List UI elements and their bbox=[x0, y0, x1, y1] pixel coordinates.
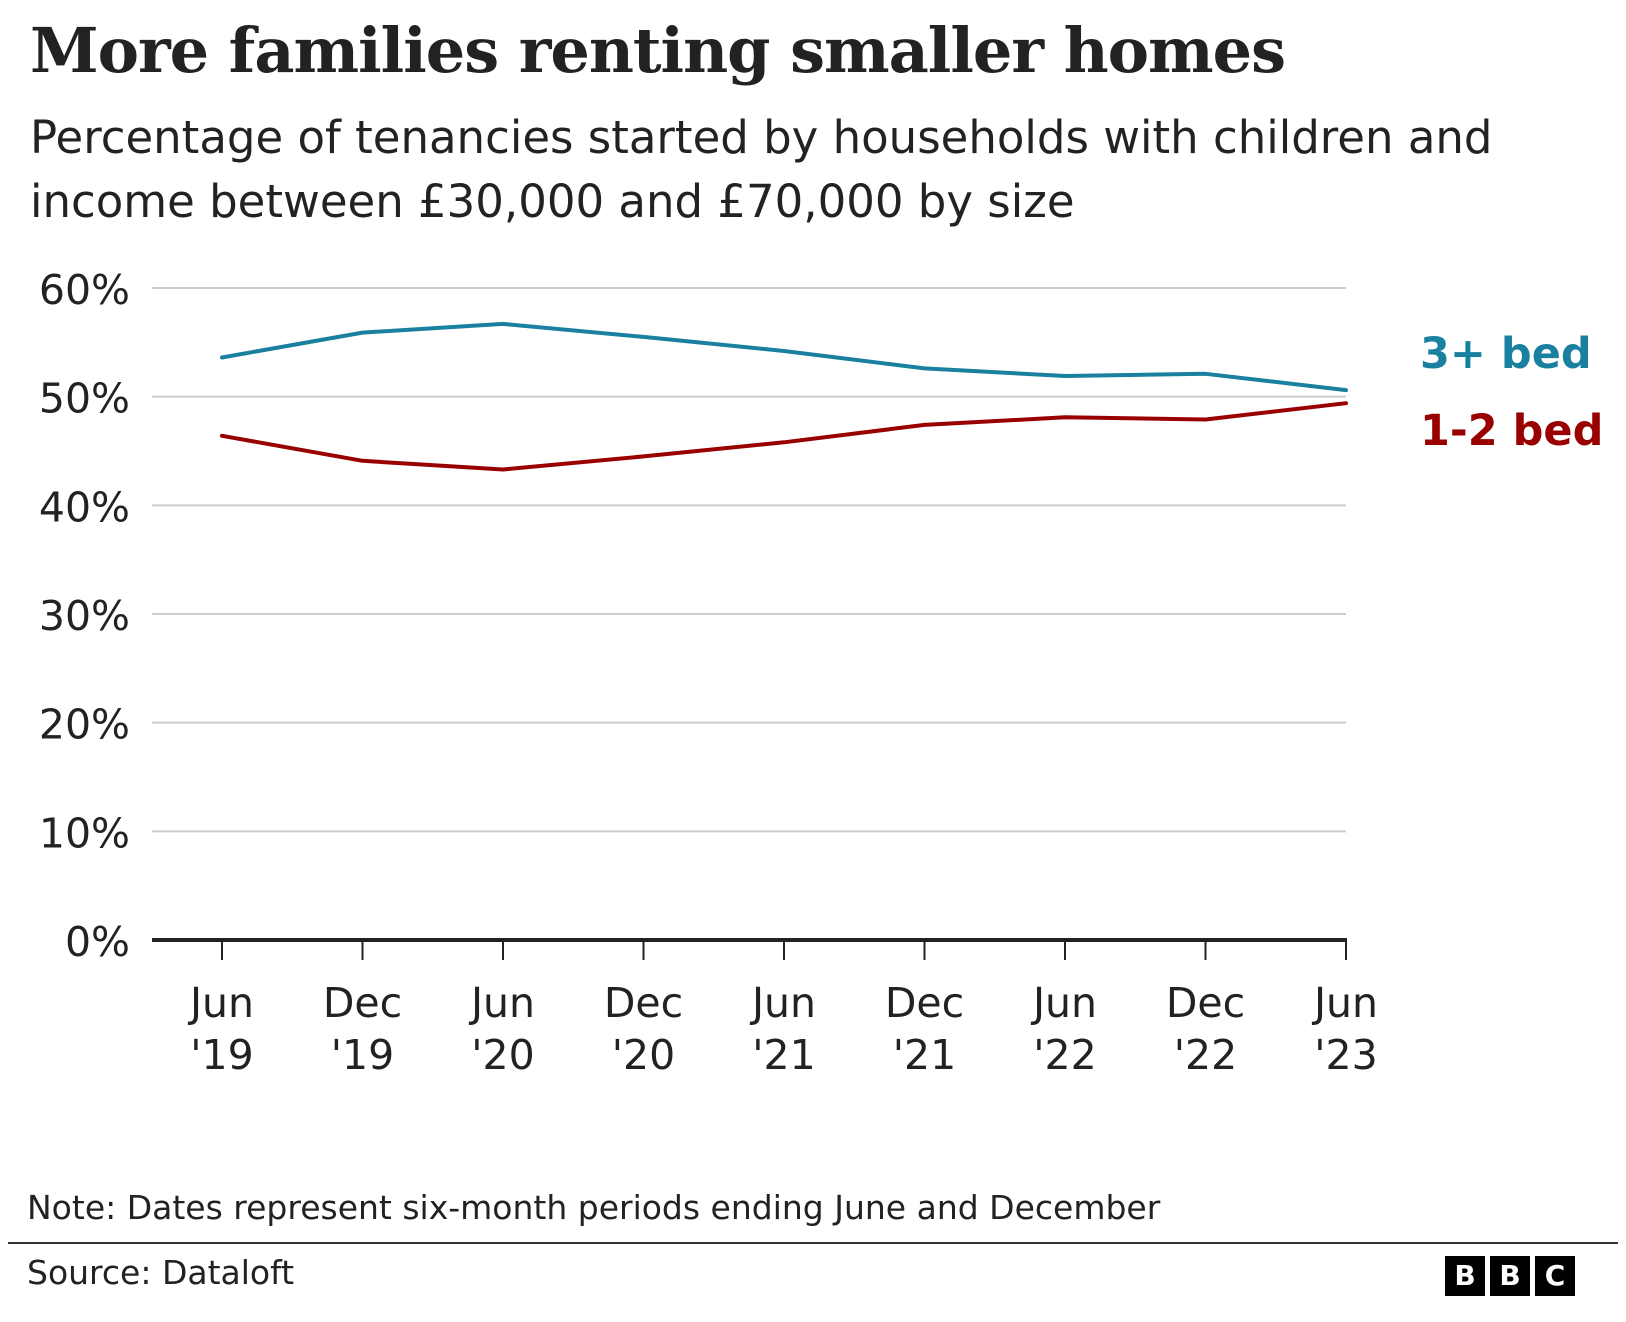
series-line bbox=[220, 401, 1348, 472]
y-tick-label: 30% bbox=[39, 592, 130, 640]
x-tick-label: Dec '19 bbox=[323, 979, 402, 1079]
chart-subtitle: Percentage of tenancies started by house… bbox=[30, 111, 1493, 228]
x-tick-label: Dec '21 bbox=[885, 979, 964, 1079]
chart-source: Source: Dataloft bbox=[27, 1253, 295, 1292]
x-tick-label: Dec '20 bbox=[604, 979, 683, 1079]
y-tick-label: 60% bbox=[39, 266, 130, 314]
y-tick-label: 10% bbox=[39, 809, 130, 857]
chart-title: More families renting smaller homes bbox=[30, 14, 1286, 87]
bbc-logo: B B C bbox=[1445, 1256, 1575, 1296]
y-tick-label: 20% bbox=[39, 701, 130, 749]
series-labels: 3+ bed 1-2 bed bbox=[1420, 329, 1603, 456]
bbc-logo-letter: B bbox=[1490, 1256, 1530, 1296]
y-axis-ticks: 0% 10% 20% 30% 40% 50% 60% bbox=[39, 266, 130, 966]
series-label: 3+ bed bbox=[1420, 329, 1592, 379]
bbc-logo-letter: B bbox=[1445, 1256, 1485, 1296]
y-tick-label: 50% bbox=[39, 375, 130, 423]
footer-divider bbox=[8, 1242, 1618, 1244]
x-tick-label: Jun '19 bbox=[187, 979, 254, 1079]
x-tick-label: Jun '21 bbox=[749, 979, 816, 1079]
chart-note: Note: Dates represent six-month periods … bbox=[27, 1188, 1161, 1227]
x-axis: Jun '19 Dec '19 Jun '20 Dec '20 Jun '21 Dec '21 Jun '… bbox=[152, 938, 1378, 1079]
bbc-logo-letter: C bbox=[1535, 1256, 1575, 1296]
line-chart: 0% 10% 20% 30% 40% 50% 60% Jun '19 Dec '19 Jun '20 D… bbox=[39, 266, 1604, 1079]
x-tick-label: Jun '23 bbox=[1311, 979, 1378, 1079]
y-tick-label: 0% bbox=[65, 918, 130, 966]
x-tick-label: Jun '22 bbox=[1030, 979, 1097, 1079]
x-tick-label: Dec '22 bbox=[1166, 979, 1245, 1079]
y-tick-label: 40% bbox=[39, 483, 130, 531]
x-tick-label: Jun '20 bbox=[468, 979, 535, 1079]
series-lines bbox=[220, 321, 1348, 472]
series-line bbox=[220, 321, 1348, 393]
series-label: 1-2 bed bbox=[1420, 406, 1603, 456]
gridlines bbox=[152, 287, 1346, 833]
